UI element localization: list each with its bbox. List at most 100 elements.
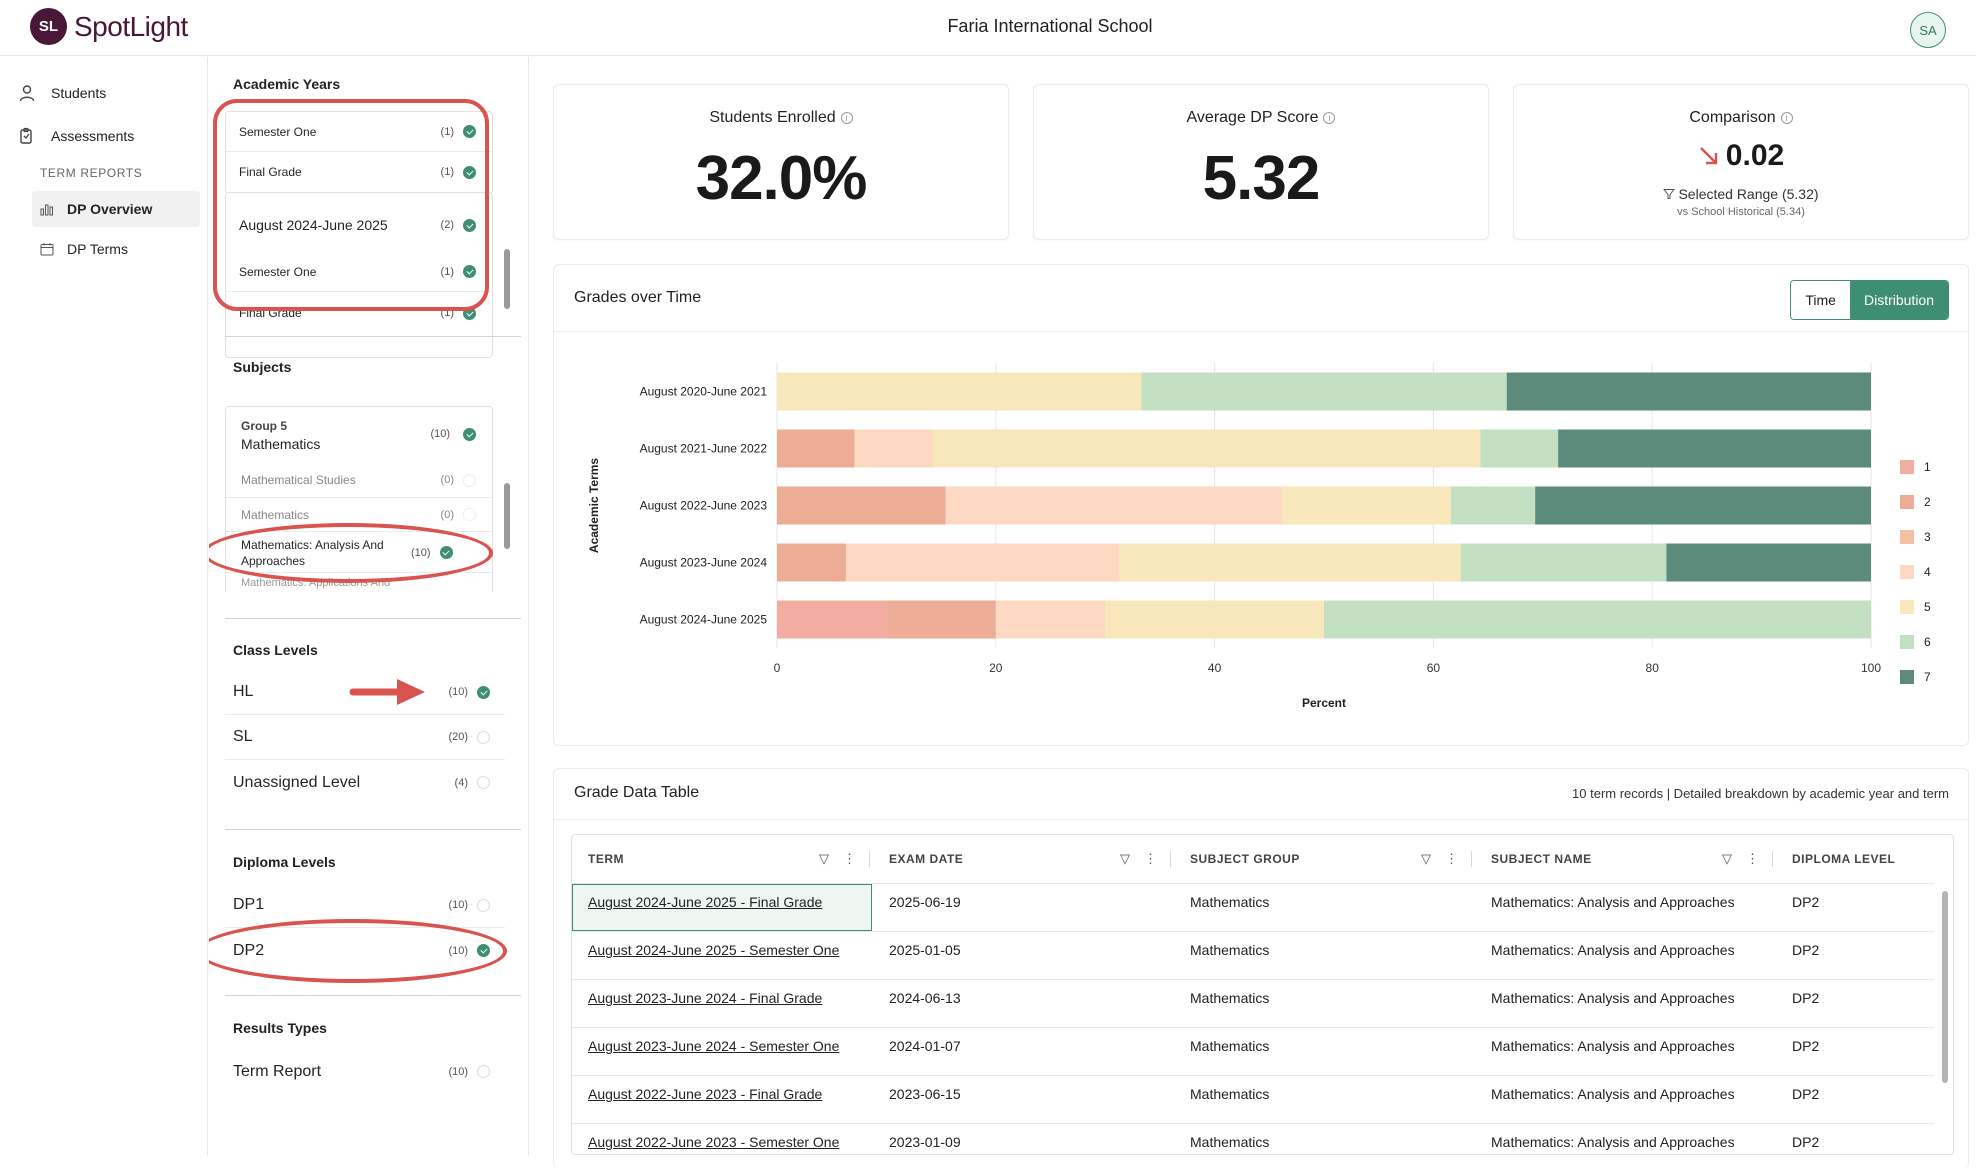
filter-row-term-report[interactable]: Term Report (10) [225,1049,505,1094]
x-tick-label: 40 [1208,661,1222,675]
filter-row-sl[interactable]: SL (20) [225,715,505,760]
info-icon[interactable]: i [1323,112,1336,124]
term-link[interactable]: August 2023-June 2024 - Final Grade [588,990,823,1006]
filter-row-label: SL [233,728,253,745]
table-row[interactable]: August 2024-June 2025 - Semester One 202… [572,931,1934,979]
filter-icon[interactable]: ▽ [1421,851,1431,866]
column-menu-icon[interactable]: ⋮ [1445,851,1458,866]
bar-segment [1105,600,1324,639]
nav-students[interactable]: Students [18,84,106,102]
term-link[interactable]: August 2022-June 2023 - Semester One [588,1134,840,1150]
column-resizer[interactable] [1772,851,1773,867]
academic-years-scrollbar[interactable] [504,249,510,309]
bar-segment [854,429,934,468]
info-icon[interactable]: i [840,112,853,124]
bar-segment [1460,543,1667,582]
bar-segment [1480,429,1559,468]
column-header-term[interactable]: TERM [588,852,624,866]
bar-segment [777,486,946,525]
bar-segment [777,600,887,639]
nav-assessments[interactable]: Assessments [18,127,134,145]
check-circle-icon[interactable] [477,685,490,699]
column-resizer[interactable] [1170,851,1171,867]
nav-dp-overview[interactable]: DP Overview [32,191,200,227]
term-link[interactable]: August 2023-June 2024 - Semester One [588,1038,840,1054]
filter-row-label: DP1 [233,896,265,913]
panel-title: Grade Data Table [574,784,700,801]
filter-row-mathematical-studies[interactable]: Mathematical Studies (0) [226,463,492,498]
cell-exam-date: 2024-06-13 [889,990,961,1006]
empty-circle-icon[interactable] [463,473,476,487]
filter-icon[interactable]: ▽ [1722,851,1732,866]
empty-circle-icon[interactable] [477,1065,490,1078]
table-row[interactable]: August 2022-June 2023 - Final Grade 2023… [572,1075,1934,1123]
column-header-subject-group[interactable]: SUBJECT GROUP [1190,852,1300,866]
y-tick-label: August 2022-June 2023 [640,499,768,513]
filter-row-august-2024-june-2025[interactable]: August 2024-June 2025 (2) [226,205,492,245]
empty-circle-icon[interactable] [463,508,476,521]
grades-chart: 0 20 40 60 80 100 August 2020-June 2021 August … [587,363,1931,710]
column-resizer[interactable] [1471,851,1472,867]
bar-segment [1141,372,1507,411]
check-circle-icon[interactable] [463,125,476,138]
cell-subject-name: Mathematics: Analysis and Approaches [1491,894,1735,910]
table-row[interactable]: August 2023-June 2024 - Semester One 202… [572,1027,1934,1075]
legend-label: 1 [1924,460,1931,474]
filter-row-label: August 2024-June 2025 [239,217,388,233]
nav-dp-terms[interactable]: DP Terms [32,231,200,267]
filter-row-unassigned-level[interactable]: Unassigned Level (4) [225,760,505,805]
app-logo[interactable]: SL SpotLight [30,8,188,45]
bar-segment [995,600,1106,639]
user-avatar[interactable]: SA [1910,12,1946,48]
annotation-arrow-icon [349,679,425,705]
column-header-exam-date[interactable]: EXAM DATE [889,852,964,866]
column-header-subject-name[interactable]: SUBJECT NAME [1491,852,1592,866]
table-row[interactable]: August 2022-June 2023 - Semester One 202… [572,1123,1934,1154]
term-link[interactable]: August 2024-June 2025 - Final Grade [588,894,823,910]
column-header-diploma-level[interactable]: DIPLOMA LEVEL [1792,852,1896,866]
filter-row-semester-one[interactable]: Semester One (1) [226,112,492,152]
annotation-ellipse [209,523,493,583]
empty-circle-icon[interactable] [477,776,490,789]
column-menu-icon[interactable]: ⋮ [1746,851,1759,866]
table-scrollbar[interactable] [1942,891,1948,1083]
y-axis-label: Academic Terms [587,458,601,553]
term-link[interactable]: August 2022-June 2023 - Final Grade [588,1086,823,1102]
check-circle-icon[interactable] [463,218,476,232]
subjects-scrollbar[interactable] [504,483,510,549]
grade-data-table: TERM ▽ ⋮ EXAM DATE ▽ ⋮ SUBJECT GROUP ▽ ⋮ SU… [571,834,1954,1155]
filter-row-semester-one[interactable]: Semester One (1) [226,252,492,292]
column-menu-icon[interactable]: ⋮ [843,851,856,866]
check-circle-icon[interactable] [463,165,476,179]
cell-subject-name: Mathematics: Analysis and Approaches [1491,990,1735,1006]
table-row[interactable]: August 2024-June 2025 - Final Grade 2025… [572,883,1934,931]
column-resizer[interactable] [869,851,870,867]
academic-years-heading: Academic Years [233,76,341,92]
legend-swatch [1900,670,1914,684]
card-value: 32.0% [695,144,868,213]
check-circle-icon[interactable] [463,428,476,441]
toggle-time-button[interactable]: Time [1791,281,1850,319]
filter-row-count: (10) [448,686,468,698]
bar-segment [1119,543,1461,582]
cell-diploma-level: DP2 [1792,1134,1820,1150]
empty-circle-icon[interactable] [477,898,490,912]
toggle-distribution-button[interactable]: Distribution [1849,281,1948,319]
filter-row-hl[interactable]: HL (10) [225,670,505,715]
term-link[interactable]: August 2024-June 2025 - Semester One [588,942,840,958]
filter-row-final-grade[interactable]: Final Grade (1) [226,152,492,192]
filter-icon[interactable]: ▽ [1120,851,1130,866]
focused-cell [572,884,872,931]
table-meta: 10 term records | Detailed breakdown by … [1572,786,1949,801]
filter-icon[interactable]: ▽ [819,851,829,866]
y-tick-label: August 2023-June 2024 [640,556,768,570]
info-icon[interactable]: i [1780,112,1793,124]
table-row[interactable]: August 2023-June 2024 - Final Grade 2024… [572,979,1934,1027]
column-menu-icon[interactable]: ⋮ [1144,851,1157,866]
legend-swatch [1900,635,1914,649]
check-circle-icon[interactable] [463,265,476,278]
bar-segment [945,486,1283,525]
x-tick-label: 100 [1861,661,1881,675]
empty-circle-icon[interactable] [477,730,490,744]
cell-diploma-level: DP2 [1792,990,1820,1006]
